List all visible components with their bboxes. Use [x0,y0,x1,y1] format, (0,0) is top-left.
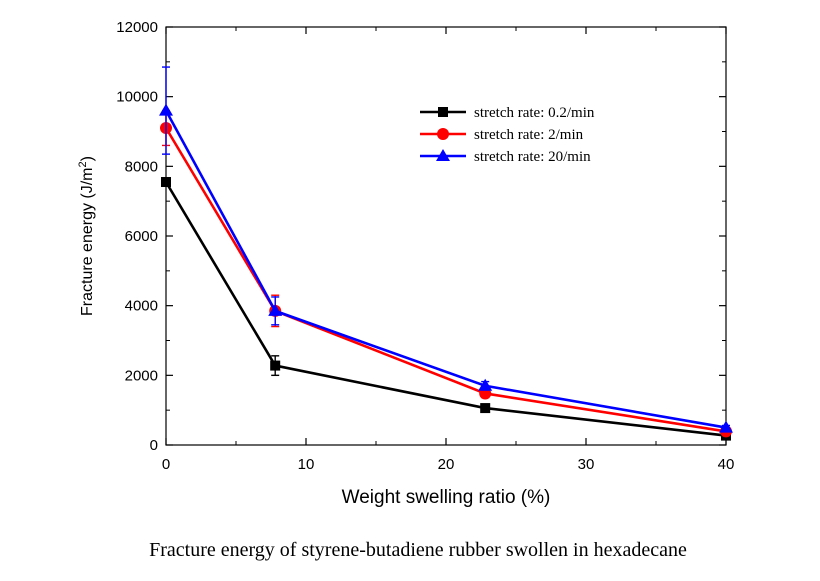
legend-label: stretch rate: 0.2/min [474,105,595,121]
series-line [164,127,727,433]
legend-label: stretch rate: 20/min [474,149,591,165]
data-point [270,360,281,371]
y-tick-label: 10000 [116,89,158,106]
x-tick-label: 10 [298,456,315,473]
data-point [161,177,171,188]
legend-marker [438,107,448,117]
data-point [478,378,493,391]
series-line [164,181,727,437]
series-3 [159,66,733,433]
y-tick-label: 0 [150,437,158,454]
legend-entry-1: stretch rate: 0.2/min [420,105,595,121]
legend-marker [437,128,449,140]
x-tick-label: 20 [438,456,455,473]
data-point [268,303,283,316]
y-tick-label: 6000 [125,228,158,245]
y-axis-title-main: Fracture energy (J/m [79,167,96,315]
x-axis-title: Weight swelling ratio (%) [342,487,551,508]
y-axis-title-sup: 2 [77,161,89,167]
data-point [719,420,733,433]
y-tick-label: 8000 [125,158,158,175]
figure-caption: Fracture energy of styrene-butadiene rub… [149,539,687,561]
data-point [159,103,173,116]
y-tick-label: 4000 [125,298,158,315]
y-axis-title-close: ) [79,156,96,161]
y-tick-label: 12000 [116,19,158,36]
legend-entry-3: stretch rate: 20/min [420,149,591,165]
x-tick-label: 0 [162,456,170,473]
data-point [480,403,491,414]
x-tick-label: 30 [578,456,595,473]
legend-entry-2: stretch rate: 2/min [420,127,584,143]
y-tick-label: 2000 [125,367,158,384]
series-line [164,109,727,429]
y-axis-title: Fracture energy (J/m2) [77,156,96,316]
x-tick-label: 40 [718,456,735,473]
legend-marker [436,149,450,161]
series-1 [161,177,731,441]
plot-frame [165,26,727,446]
legend-label: stretch rate: 2/min [474,127,584,143]
